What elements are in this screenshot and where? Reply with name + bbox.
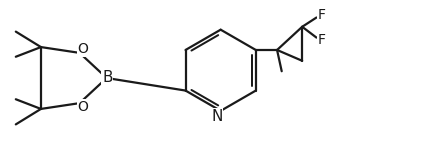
- Text: O: O: [77, 100, 88, 114]
- Text: N: N: [211, 109, 222, 124]
- Text: O: O: [77, 42, 88, 56]
- Text: F: F: [317, 33, 325, 47]
- Text: B: B: [102, 71, 113, 85]
- Text: F: F: [317, 8, 325, 22]
